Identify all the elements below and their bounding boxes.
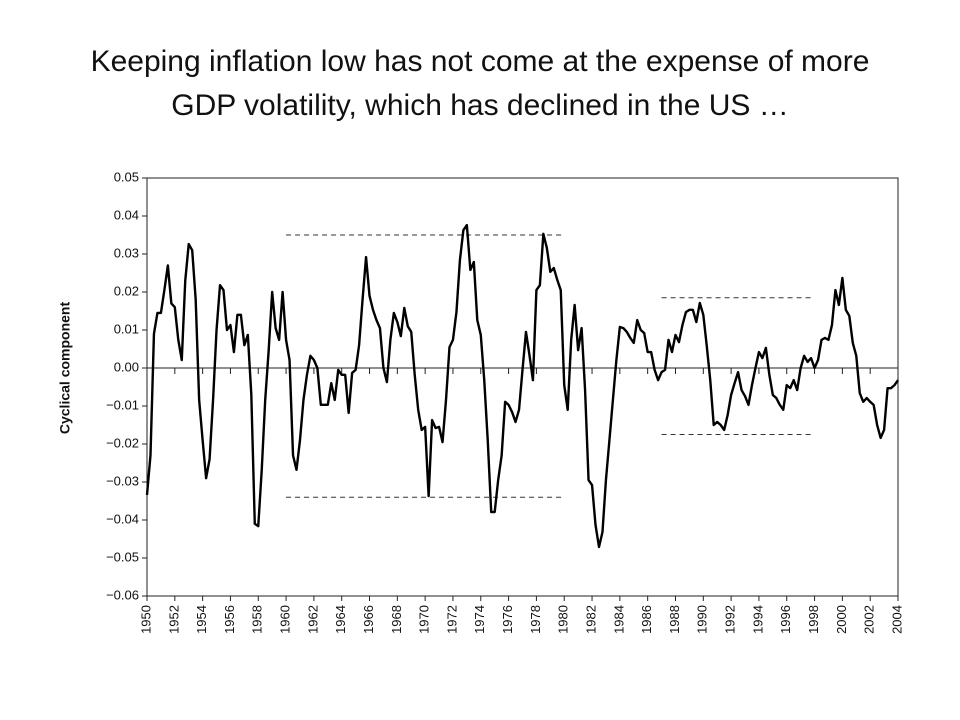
y-tick-label: −0.05 <box>106 549 139 564</box>
x-tick-label: 1976 <box>500 605 515 634</box>
x-tick-label: 1982 <box>583 605 598 634</box>
y-tick-label: 0.04 <box>114 207 139 222</box>
data-line <box>145 223 899 549</box>
y-axis-label: Cyclical component <box>57 302 73 435</box>
x-tick-label: 1960 <box>278 605 293 634</box>
y-tick-label: −0.01 <box>106 397 139 412</box>
x-tick-label: 1956 <box>222 605 237 634</box>
x-tick-label: 1990 <box>695 605 710 634</box>
x-tick-label: 1954 <box>194 605 209 634</box>
x-tick-label: 1966 <box>361 605 376 634</box>
x-tick-label: 2002 <box>862 605 877 634</box>
y-tick-label: 0.03 <box>114 245 139 260</box>
y-tick-label: 0.00 <box>114 359 139 374</box>
x-tick-label: 1968 <box>389 605 404 634</box>
x-tick-label: 1962 <box>305 605 320 634</box>
x-tick-label: 1998 <box>806 605 821 634</box>
x-tick-label: 1984 <box>611 605 626 634</box>
x-tick-label: 1992 <box>723 605 738 634</box>
x-tick-label: 1978 <box>528 605 543 634</box>
x-tick-label: 1958 <box>250 605 265 634</box>
chart-title: Keeping inflation low has not come at th… <box>90 45 870 122</box>
x-tick-label: 1986 <box>639 605 654 634</box>
x-tick-label: 1974 <box>472 605 487 634</box>
x-tick-label: 1996 <box>778 605 793 634</box>
x-tick-label: 1972 <box>444 605 459 634</box>
y-tick-label: 0.05 <box>114 169 139 184</box>
y-tick-label: −0.02 <box>106 435 139 450</box>
y-tick-label: −0.04 <box>106 511 139 526</box>
x-tick-label: 1988 <box>667 605 682 634</box>
x-tick-label: 1994 <box>750 605 765 634</box>
x-tick-label: 1970 <box>417 605 432 634</box>
x-tick-label: 1952 <box>166 605 181 634</box>
y-tick-label: 0.02 <box>114 283 139 298</box>
x-tick-label: 1980 <box>556 605 571 634</box>
x-tick-label: 1950 <box>138 605 153 634</box>
y-tick-label: 0.01 <box>114 321 139 336</box>
y-tick-label: −0.06 <box>106 587 139 602</box>
x-tick-label: 2004 <box>889 605 904 634</box>
x-tick-label: 1964 <box>333 605 348 634</box>
plot-frame <box>146 177 899 597</box>
x-tick-label: 2000 <box>834 605 849 634</box>
y-tick-label: −0.03 <box>106 473 139 488</box>
